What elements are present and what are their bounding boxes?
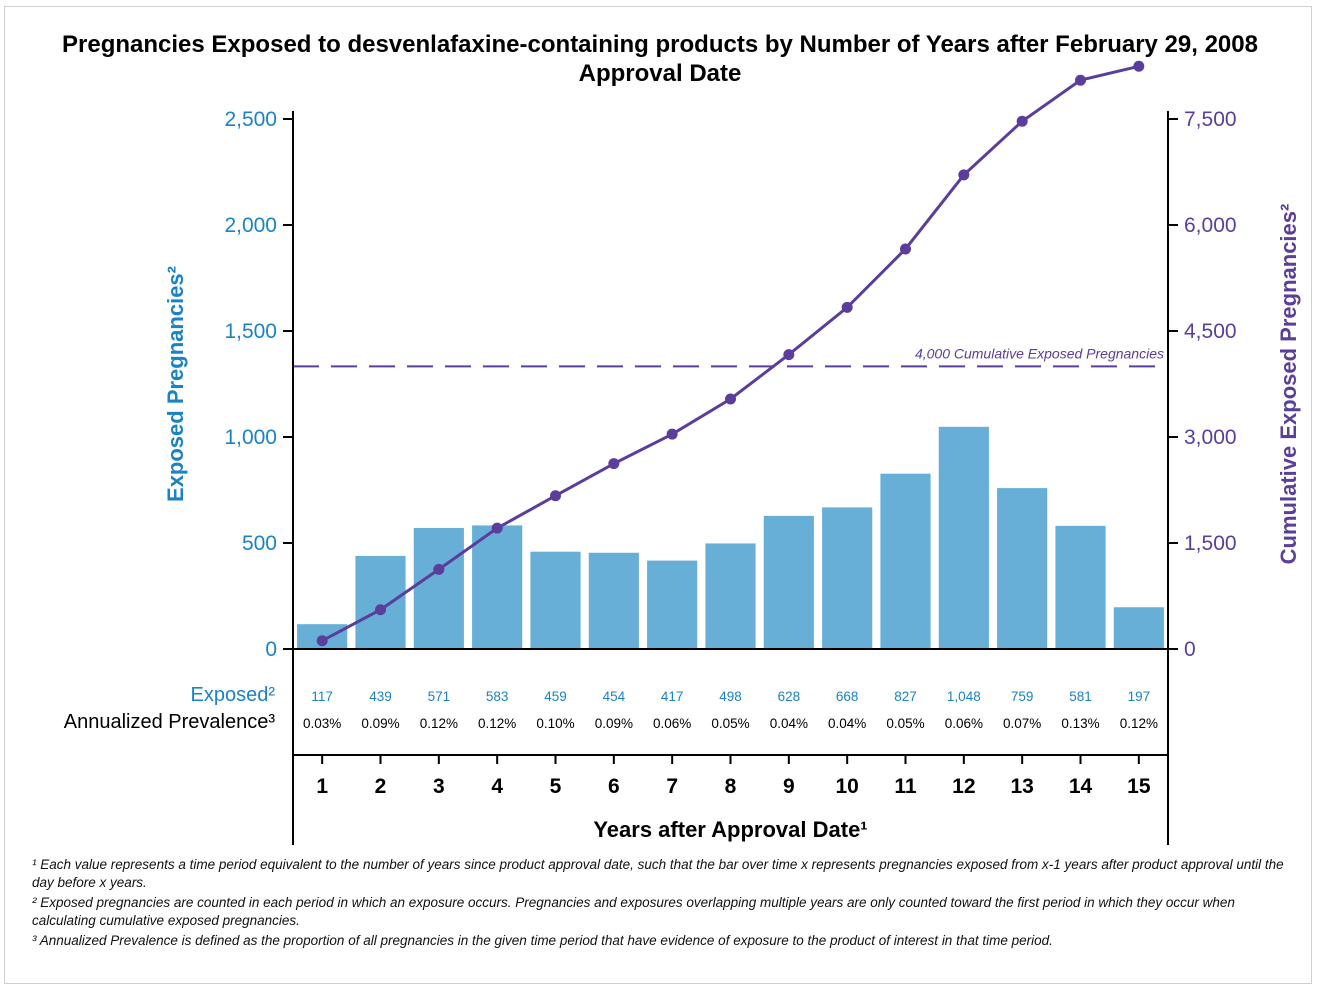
y-tick-label: 500 (242, 532, 277, 555)
bar-year-15 (1113, 607, 1164, 649)
table-cell-prevalence: 0.12% (1120, 716, 1158, 731)
reference-line-label: 4,000 Cumulative Exposed Pregnancies (915, 345, 1164, 361)
table-cell-prevalence: 0.03% (303, 716, 341, 731)
y2-tick-label: 4,500 (1184, 320, 1237, 343)
y2-axis-title: Cumulative Exposed Pregnancies² (1276, 204, 1301, 565)
bar-year-8 (705, 543, 756, 649)
y-tick-label: 2,000 (224, 214, 277, 237)
cumulative-point-year-1 (316, 635, 328, 647)
x-tick-label: 5 (550, 775, 562, 798)
chart-title: Pregnancies Exposed to desvenlafaxine-co… (62, 31, 1258, 87)
chart-frame (4, 6, 1312, 984)
bar-year-6 (588, 552, 639, 649)
table-cell-prevalence: 0.13% (1061, 716, 1099, 731)
y2-tick-label: 1,500 (1184, 532, 1237, 555)
footnote-1: ¹ Each value represents a time period eq… (32, 857, 1284, 890)
cumulative-point-year-11 (900, 243, 911, 255)
table-cell-exposed: 759 (1011, 689, 1034, 704)
table-cell-exposed: 197 (1128, 689, 1151, 704)
table-cell-prevalence: 0.05% (711, 716, 749, 731)
cumulative-point-year-5 (550, 490, 561, 502)
x-tick-label: 9 (783, 775, 795, 798)
footnote-3: ³ Annualized Prevalence is defined as th… (32, 933, 1053, 948)
bar-year-9 (763, 515, 814, 649)
table-cell-prevalence: 0.04% (828, 716, 866, 731)
table-cell-exposed: 628 (778, 689, 801, 704)
table-row-label-prevalence: Annualized Prevalence³ (64, 711, 276, 733)
table-cell-prevalence: 0.12% (478, 716, 516, 731)
table-row-label-exposed: Exposed² (191, 684, 276, 706)
table-cell-exposed: 417 (661, 689, 684, 704)
y2-tick-label: 6,000 (1184, 214, 1237, 237)
x-tick-label: 14 (1069, 775, 1093, 798)
footnotes: ¹ Each value represents a time period eq… (32, 856, 1297, 952)
x-tick-label: 7 (666, 775, 678, 798)
x-tick-label: 13 (1010, 775, 1033, 798)
table-cell-exposed: 454 (603, 689, 626, 704)
cumulative-point-year-7 (666, 428, 678, 440)
table-cell-exposed: 583 (486, 689, 509, 704)
x-tick-label: 11 (894, 775, 917, 798)
bar-year-11 (880, 473, 931, 649)
bar-year-14 (1055, 525, 1106, 649)
x-tick-label: 12 (952, 775, 975, 798)
table-cell-exposed: 459 (544, 689, 567, 704)
footnote-2: ² Exposed pregnancies are counted in eac… (32, 895, 1235, 928)
table-cell-prevalence: 0.05% (886, 716, 924, 731)
bar-year-4 (472, 525, 523, 649)
table-cell-exposed: 498 (719, 689, 742, 704)
y-tick-label: 1,000 (224, 426, 277, 449)
x-tick-label: 4 (491, 775, 503, 798)
bar-year-3 (413, 527, 464, 649)
x-tick-label: 8 (725, 775, 737, 798)
table-cell-exposed: 827 (894, 689, 917, 704)
table-cell-exposed: 439 (369, 689, 392, 704)
bar-year-13 (997, 488, 1048, 649)
table-cell-prevalence: 0.10% (536, 716, 574, 731)
bar-year-10 (822, 507, 873, 649)
cumulative-point-year-15 (1133, 60, 1145, 72)
bar-year-5 (530, 551, 581, 649)
cumulative-point-year-4 (491, 522, 503, 534)
x-tick-label: 15 (1127, 775, 1151, 798)
cumulative-point-year-10 (841, 301, 853, 313)
cumulative-point-year-9 (783, 349, 795, 361)
y2-tick-label: 3,000 (1184, 426, 1237, 449)
x-tick-label: 3 (433, 775, 445, 798)
x-tick-label: 10 (835, 775, 858, 798)
table-cell-prevalence: 0.06% (653, 716, 691, 731)
x-tick-label: 1 (316, 775, 328, 798)
y-tick-label: 2,500 (224, 108, 277, 131)
table-cell-exposed: 571 (428, 689, 451, 704)
y-axis-title: Exposed Pregnancies² (163, 266, 188, 502)
table-cell-prevalence: 0.04% (770, 716, 808, 731)
cumulative-point-year-2 (375, 604, 386, 616)
cumulative-point-year-12 (958, 169, 970, 181)
y2-tick-label: 0 (1184, 638, 1196, 661)
table-cell-exposed: 668 (836, 689, 859, 704)
x-axis-title: Years after Approval Date¹ (593, 817, 867, 842)
table-cell-exposed: 117 (311, 689, 333, 704)
table-cell-exposed: 581 (1069, 689, 1092, 704)
y-tick-label: 1,500 (224, 320, 277, 343)
table-cell-prevalence: 0.09% (361, 716, 399, 731)
y-tick-label: 0 (265, 638, 277, 661)
bar-year-7 (647, 560, 698, 649)
table-cell-prevalence: 0.09% (595, 716, 633, 731)
table-cell-prevalence: 0.12% (420, 716, 458, 731)
bar-year-12 (938, 426, 989, 649)
y2-tick-label: 7,500 (1184, 108, 1237, 131)
cumulative-point-year-8 (725, 393, 736, 405)
cumulative-point-year-6 (608, 458, 620, 470)
cumulative-point-year-13 (1016, 115, 1028, 127)
cumulative-point-year-14 (1075, 74, 1086, 86)
bar-year-2 (355, 555, 406, 649)
table-cell-prevalence: 0.06% (945, 716, 983, 731)
table-cell-exposed: 1,048 (947, 689, 981, 704)
x-tick-label: 6 (608, 775, 620, 798)
cumulative-point-year-3 (433, 563, 445, 575)
table-cell-prevalence: 0.07% (1003, 716, 1041, 731)
x-tick-label: 2 (375, 775, 387, 798)
